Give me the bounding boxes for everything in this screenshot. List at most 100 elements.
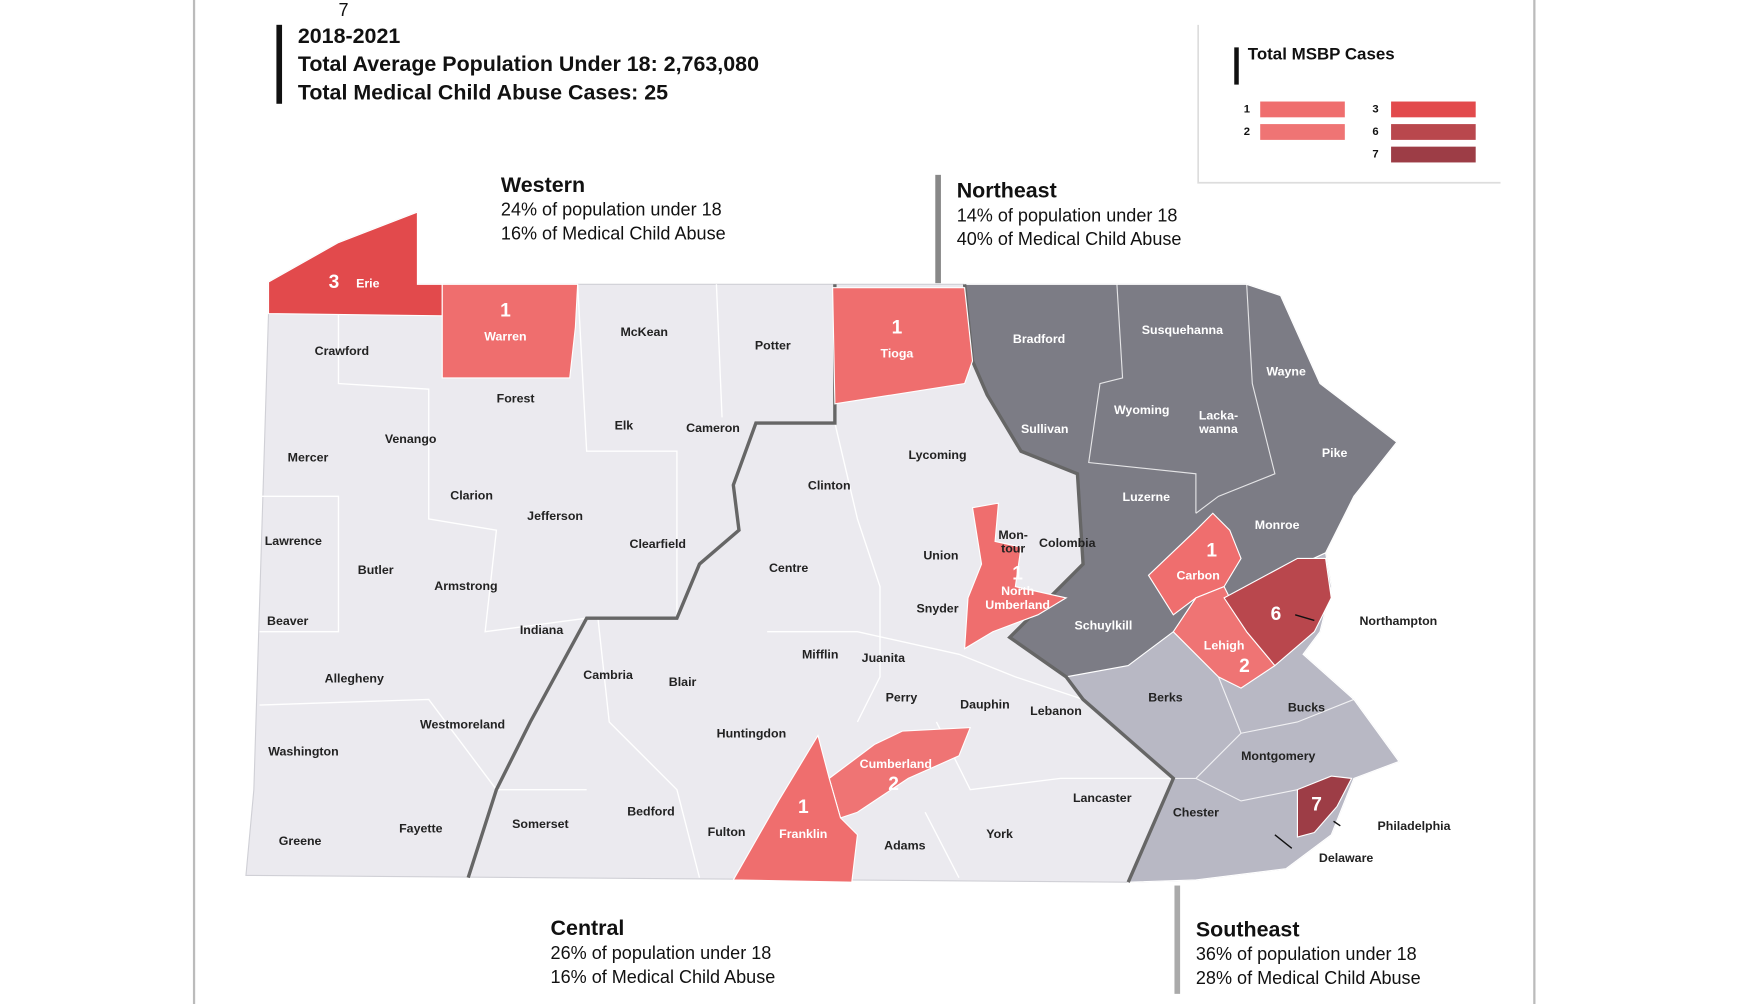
county-name: Venango [385, 432, 437, 446]
county-shape [832, 287, 974, 405]
region-labels: Western 24% of population under 18 16% of … [501, 173, 1421, 988]
county-name: Lebanon [1030, 704, 1082, 718]
county-shape [963, 502, 1068, 650]
county-name: Armstrong [434, 579, 497, 593]
region-divider [935, 174, 941, 284]
county-name: Schuylkill [1074, 618, 1132, 632]
county-shape [1223, 557, 1332, 667]
county-name: Adams [884, 838, 925, 852]
county-border [1088, 284, 1197, 514]
county-name: Sullivan [1021, 422, 1069, 436]
county-name: Lehigh [1204, 639, 1245, 653]
legend-label: 6 [1372, 126, 1378, 138]
county-border [337, 284, 587, 633]
county-name: Greene [279, 834, 322, 848]
leader-line [1274, 834, 1293, 849]
county-name: Beaver [267, 614, 309, 628]
county-name: Snyder [917, 601, 959, 615]
county-name: Wayne [1266, 365, 1306, 379]
population-total: Total Average Population Under 18: 2,763… [298, 52, 759, 76]
county-name: Mercer [288, 450, 329, 464]
legend-bar [1234, 47, 1239, 85]
county-name: Centre [769, 561, 808, 575]
legend-label: 3 [1372, 103, 1378, 115]
case-count: 2 [888, 774, 899, 795]
county-border [767, 631, 1084, 701]
region-name: Southeast [1196, 917, 1300, 941]
county-name: Fayette [399, 821, 442, 835]
case-count: 1 [1012, 563, 1023, 584]
case-count: 7 [1311, 795, 1322, 816]
county-border [259, 698, 587, 791]
region-name: Western [501, 173, 585, 197]
county-name: Luzerne [1122, 490, 1170, 504]
county-name: Lycoming [909, 448, 967, 462]
county-name: Carbon [1176, 569, 1219, 583]
county-name: Northampton [1359, 614, 1437, 628]
county-name-line: Mon- [998, 528, 1028, 542]
county-shape [1296, 775, 1353, 838]
county-shape [441, 283, 579, 379]
county-name: Potter [755, 339, 791, 353]
county-name: Cambria [583, 668, 633, 682]
county-name-line: Lacka- [1199, 409, 1238, 423]
county-shape [828, 727, 972, 819]
period: 2018-2021 [298, 24, 401, 48]
county-name: Tioga [881, 347, 914, 361]
county-name: Erie [356, 277, 380, 291]
county-shape [267, 211, 443, 317]
county-name: Somerset [512, 817, 568, 831]
county-name: Indiana [520, 623, 563, 637]
county-name: Perry [886, 691, 918, 705]
county-name-line: North [1001, 585, 1034, 599]
region-population: 36% of population under 18 [1196, 944, 1417, 964]
legend-label: 7 [1372, 149, 1378, 161]
legend-swatch [1391, 101, 1476, 118]
region-population: 14% of population under 18 [957, 205, 1178, 225]
county-name: York [986, 827, 1013, 841]
cases-total: Total Medical Child Abuse Cases: 25 [298, 80, 668, 104]
region-population: 24% of population under 18 [501, 200, 722, 220]
county-name: Susquehanna [1142, 323, 1223, 337]
header-bar [276, 24, 283, 104]
county-border [253, 495, 340, 633]
county-name: Allegheny [325, 671, 384, 685]
county-name: Franklin [779, 827, 827, 841]
county-name-line: tour [1001, 542, 1025, 556]
county-name: Westmoreland [420, 718, 505, 732]
county-name: Clinton [808, 478, 851, 492]
legend-swatch [1260, 124, 1345, 140]
county-name: Bedford [627, 805, 675, 819]
county-name: Juanita [862, 651, 905, 665]
region-abuse: 40% of Medical Child Abuse [957, 229, 1182, 249]
county-name-line: Umberland [985, 598, 1050, 612]
county-shape [732, 734, 859, 883]
county-border [834, 422, 881, 723]
county-name: Clarion [450, 489, 493, 503]
county-name: North Umberland [985, 585, 1050, 613]
county-name: Union [923, 548, 958, 562]
county-name: Fulton [708, 825, 746, 839]
case-count: 1 [892, 317, 903, 338]
leader-line [1333, 820, 1341, 827]
county-name: Blair [669, 675, 697, 689]
region-abuse: 16% of Medical Child Abuse [551, 967, 776, 987]
legend-label: 2 [1244, 126, 1250, 138]
legend-label: 1 [1244, 103, 1250, 115]
county-name: Berks [1148, 691, 1183, 705]
region-name: Northeast [957, 178, 1057, 202]
handwritten-correction: 7 [338, 0, 348, 20]
county-name: Forest [497, 392, 535, 406]
county-name: Montgomery [1241, 749, 1315, 763]
county-shape [1147, 512, 1242, 616]
case-count: 6 [1271, 604, 1282, 625]
county-name: McKean [620, 325, 668, 339]
county-name: Lacka-wanna [1198, 409, 1238, 437]
region-population: 26% of population under 18 [551, 943, 772, 963]
case-count: 2 [1239, 656, 1250, 677]
county-border [924, 811, 960, 878]
region-abuse: 16% of Medical Child Abuse [501, 223, 726, 243]
region-boundary [962, 284, 1176, 883]
